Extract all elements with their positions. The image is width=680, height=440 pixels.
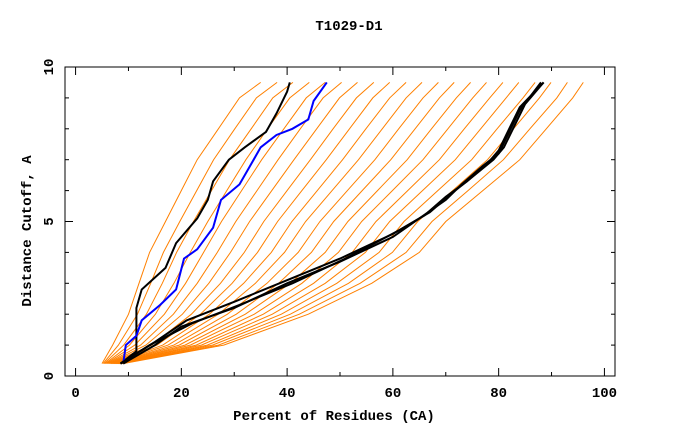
y-tick-label: 0 [42, 372, 58, 380]
x-tick-label: 80 [490, 386, 507, 402]
curve-black-lower-3 [119, 81, 545, 365]
x-tick-label: 60 [384, 386, 401, 402]
highlighted-model-curves [119, 81, 545, 365]
orange-model-curve-11 [113, 82, 439, 365]
x-tick-label: 100 [592, 386, 617, 402]
orange-model-curve-10 [112, 82, 423, 365]
x-tick-labels: 0 20 40 60 80 100 [71, 386, 617, 402]
axis-ticks [65, 66, 615, 377]
orange-model-curve-7 [109, 82, 375, 365]
x-tick-label: 40 [279, 386, 296, 402]
orange-model-curve-19 [122, 82, 568, 365]
orange-model-curve-16 [118, 82, 520, 365]
orange-model-curve-15 [117, 82, 504, 365]
orange-model-curve-6 [108, 82, 358, 365]
curve-blue [122, 81, 328, 364]
x-tick-label: 20 [173, 386, 190, 402]
orange-model-curve-8 [110, 82, 391, 365]
orange-model-curve-17 [119, 82, 536, 365]
x-axis-label: Percent of Residues (CA) [233, 409, 435, 425]
orange-model-curve-20 [123, 82, 584, 365]
plot-frame [64, 66, 616, 377]
orange-model-curve-1 [102, 81, 278, 364]
y-tick-label: 10 [42, 59, 58, 76]
x-tick-label: 0 [71, 386, 79, 402]
orange-model-curve-0 [101, 81, 261, 364]
orange-model-curve-18 [121, 82, 552, 365]
other-model-curves [101, 81, 584, 365]
orange-model-curve-4 [106, 82, 326, 365]
y-tick-labels: 0 5 10 [42, 59, 58, 381]
orange-model-curve-14 [116, 82, 487, 365]
orange-model-curve-9 [111, 82, 407, 365]
orange-model-curve-3 [104, 82, 310, 364]
y-tick-label: 5 [42, 217, 58, 225]
curve-black-upper [119, 82, 291, 365]
chart-title: T1029-D1 [315, 19, 382, 35]
orange-model-curve-5 [107, 82, 342, 365]
y-axis-label: Distance Cutoff, A [20, 155, 36, 307]
orange-model-curve-12 [114, 82, 455, 365]
orange-model-curve-13 [115, 82, 471, 365]
